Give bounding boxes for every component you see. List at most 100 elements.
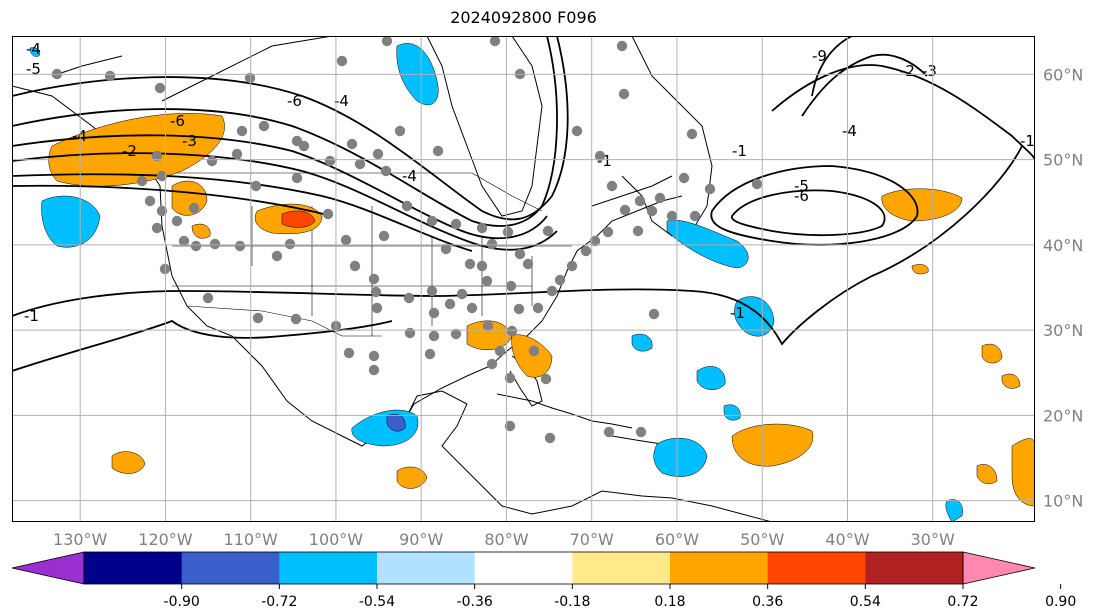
contour-labels: -4 -5 -6 -6 -4 -2 -3 -4 -4 -1 -1 -9 -2 -…: [24, 40, 1035, 325]
station-dot: [368, 350, 380, 362]
station-dots: [51, 36, 763, 444]
station-dot: [634, 195, 646, 207]
station-dot: [343, 347, 355, 359]
station-dot: [594, 150, 606, 162]
colorbar-segment: [377, 552, 476, 584]
colorbar-outline: [83, 551, 964, 585]
latitude-label: 10°N: [1043, 492, 1083, 511]
station-dot: [244, 72, 256, 84]
station-dot: [156, 205, 168, 217]
colorbar-tick-label: 0.36: [752, 594, 783, 610]
longitude-label: 80°W: [484, 530, 528, 549]
station-dot: [603, 426, 615, 438]
contour-label: -1: [1020, 132, 1035, 150]
station-dot: [494, 345, 506, 357]
station-dot: [632, 225, 644, 237]
longitude-label: 90°W: [399, 530, 443, 549]
station-dot: [532, 302, 544, 314]
station-dot: [654, 192, 666, 204]
colorbar-tick-label: -0.18: [554, 594, 590, 610]
station-dot: [602, 226, 614, 238]
station-dot: [340, 234, 352, 246]
station-dot: [354, 158, 366, 170]
station-dot: [144, 195, 156, 207]
station-dot: [231, 148, 243, 160]
colorbar-tick-label: 0.90: [1045, 594, 1076, 610]
station-dot: [372, 148, 384, 160]
contour-label: -2: [122, 142, 137, 160]
station-dot: [252, 312, 264, 324]
station-dot: [486, 238, 498, 250]
station-dot: [450, 218, 462, 230]
axis-labels: 130°W 120°W 110°W 100°W 90°W 80°W 70°W 60°W 50°W…: [53, 65, 1083, 549]
station-dot: [250, 180, 262, 192]
station-dot: [188, 202, 200, 214]
station-dot: [346, 138, 358, 150]
station-dot: [678, 172, 690, 184]
station-dot: [440, 243, 452, 255]
colorbar-segment: [670, 552, 769, 584]
station-dot: [616, 40, 628, 52]
station-dot: [178, 235, 190, 247]
station-dot: [486, 358, 498, 370]
station-dot: [482, 320, 494, 332]
contour-label: -6: [170, 112, 185, 130]
station-dot: [206, 155, 218, 167]
latitude-label: 20°N: [1043, 406, 1083, 425]
latitude-label: 50°N: [1043, 151, 1083, 170]
station-dot: [349, 260, 361, 272]
station-dot: [476, 222, 488, 234]
longitude-label: 110°W: [224, 530, 279, 549]
contour-label: -4: [334, 92, 349, 110]
longitude-label: 70°W: [570, 530, 614, 549]
map-border: [12, 36, 1035, 522]
colorbar-extend-high: [962, 551, 1036, 585]
station-dot: [618, 88, 630, 100]
station-dot: [394, 125, 406, 137]
station-dot: [426, 285, 438, 297]
colorbar-segment: [767, 552, 866, 584]
station-dot: [580, 245, 592, 257]
station-dot: [298, 140, 310, 152]
station-dot: [566, 260, 578, 272]
longitude-label: 50°W: [740, 530, 784, 549]
station-dot: [171, 215, 183, 227]
station-dot: [271, 250, 283, 262]
station-dot: [151, 150, 163, 162]
station-dot: [426, 215, 438, 227]
station-dot: [104, 70, 116, 82]
station-dot: [209, 238, 221, 250]
station-dot: [401, 200, 413, 212]
colorbar-tick-label: -0.54: [359, 594, 395, 610]
station-dot: [381, 36, 393, 47]
longitude-label: 30°W: [911, 530, 955, 549]
station-dot: [513, 303, 525, 315]
colorbar-tick-label: 0.18: [654, 594, 685, 610]
station-dot: [151, 222, 163, 234]
contour-label: -3: [182, 132, 197, 150]
colorbar-tick-label: 0.72: [947, 594, 978, 610]
contour-label: -4: [26, 40, 41, 58]
station-dot: [370, 286, 382, 298]
contour-label: -9: [812, 47, 827, 65]
station-dot: [504, 420, 516, 432]
station-dot: [686, 128, 698, 140]
colorbar-segment: [572, 552, 671, 584]
station-dot: [648, 308, 660, 320]
station-dot: [450, 328, 462, 340]
contour-label: -1: [732, 142, 747, 160]
station-dot: [284, 238, 296, 250]
station-dot: [502, 226, 514, 238]
latitude-label: 30°N: [1043, 321, 1083, 340]
station-dot: [704, 183, 716, 195]
contour-label: -4: [72, 127, 87, 145]
contour-label: -2: [900, 62, 915, 80]
contour-lines: [12, 36, 1035, 372]
gridlines: [12, 36, 1035, 522]
station-dot: [751, 178, 763, 190]
contour-label: -5: [794, 177, 809, 195]
colorbar-segment: [181, 552, 280, 584]
station-dot: [371, 302, 383, 314]
contour-label: -3: [922, 62, 937, 80]
station-dot: [589, 235, 601, 247]
